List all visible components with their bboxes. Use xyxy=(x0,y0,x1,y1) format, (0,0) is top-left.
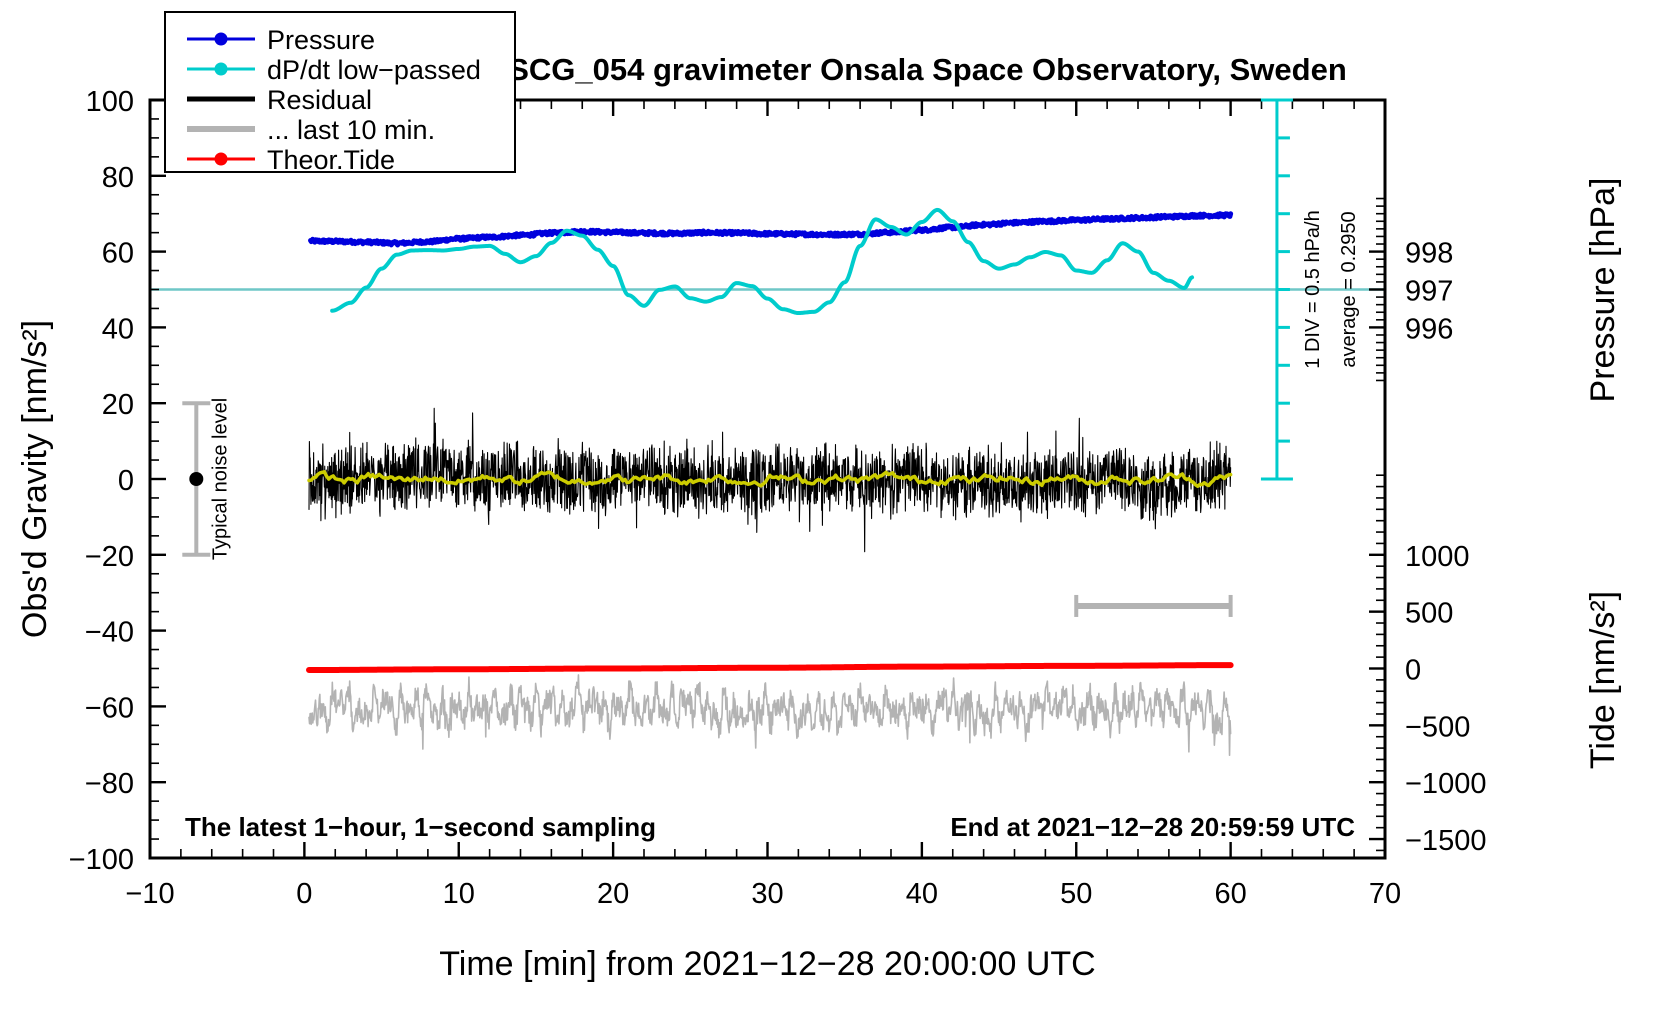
annotations-group: Typical noise level 1 DIV = 0.5 hPa/h aver… xyxy=(182,98,1360,560)
x-tick-label: 30 xyxy=(751,878,783,910)
x-tick-label: 0 xyxy=(296,878,312,910)
y-axis-label: Obs'd Gravity [nm/s²] xyxy=(16,320,54,638)
y-tick-label: −60 xyxy=(85,692,134,724)
legend-item[interactable]: Pressure xyxy=(187,25,375,55)
end-time-note: End at 2021−12−28 20:59:59 UTC xyxy=(950,812,1355,842)
y-tick-label: −20 xyxy=(85,541,134,573)
legend-item-label: dP/dt low−passed xyxy=(267,55,481,85)
pressure-axis-label: Pressure [hPa] xyxy=(1584,178,1622,403)
x-tick-label: 70 xyxy=(1369,878,1401,910)
y-tick-label: −80 xyxy=(85,768,134,800)
x-tick-label: 50 xyxy=(1060,878,1092,910)
x-tick-label: 40 xyxy=(906,878,938,910)
series-residual xyxy=(308,407,1232,553)
page-title: SCG_054 gravimeter Onsala Space Observat… xyxy=(508,52,1347,87)
y-tick-label: 100 xyxy=(86,86,134,118)
noise-level-label: Typical noise level xyxy=(209,398,231,560)
tide-tick-label: −500 xyxy=(1405,711,1470,743)
y-tick-label: 0 xyxy=(118,465,134,497)
legend-item[interactable]: dP/dt low−passed xyxy=(187,55,481,85)
x-axis-label: Time [min] from 2021−12−28 20:00:00 UTC xyxy=(439,945,1095,983)
tide-tick-label: 500 xyxy=(1405,598,1453,630)
tide-tick-label: −1000 xyxy=(1405,768,1486,800)
series-dp-dt-low-passed xyxy=(330,207,1195,315)
y-tick-label: 40 xyxy=(102,313,134,345)
y-tick-label: 60 xyxy=(102,238,134,270)
legend-item-label: ... last 10 min. xyxy=(267,115,435,145)
series-residual-low-passed xyxy=(307,470,1233,489)
legend-swatch-marker xyxy=(214,62,228,76)
y-tick-label: −100 xyxy=(69,844,134,876)
pressure-tick-label: 997 xyxy=(1405,276,1453,308)
legend-swatch-marker xyxy=(214,32,228,46)
legend-item-label: Theor.Tide xyxy=(267,145,395,175)
sampling-note: The latest 1−hour, 1−second sampling xyxy=(185,812,656,842)
axes-group: −10 0 10 20 30 40 50 60 70−100−80−60−40−20020406… xyxy=(69,86,1487,910)
dpdt-scale-label: 1 DIV = 0.5 hPa/h xyxy=(1302,210,1324,368)
pressure-tick-label: 996 xyxy=(1405,313,1453,345)
x-tick-label: 60 xyxy=(1214,878,1246,910)
x-tick-label: 10 xyxy=(443,878,475,910)
legend-item[interactable]: Theor.Tide xyxy=(187,145,395,175)
tide-axis-label: Tide [nm/s²] xyxy=(1584,591,1622,769)
series-tide-band-grey-trace xyxy=(308,674,1232,757)
tide-tick-label: 1000 xyxy=(1405,541,1470,573)
pressure-tick-label: 998 xyxy=(1405,238,1453,270)
legend-item-label: Pressure xyxy=(267,25,375,55)
dpdt-average-label: average = 0.2950 xyxy=(1338,211,1360,367)
series-theor-tide xyxy=(306,662,1234,674)
tide-tick-label: −1500 xyxy=(1405,825,1486,857)
x-tick-label: −10 xyxy=(125,878,174,910)
x-tick-label: 20 xyxy=(597,878,629,910)
legend-item[interactable]: Residual xyxy=(187,85,372,115)
legend-item-label: Residual xyxy=(267,85,372,115)
data-traces-group xyxy=(150,207,1385,757)
tide-tick-label: 0 xyxy=(1405,655,1421,687)
y-tick-label: 20 xyxy=(102,389,134,421)
noise-center-marker xyxy=(189,472,204,486)
legend-swatch-marker xyxy=(214,152,228,166)
legend-item[interactable]: ... last 10 min. xyxy=(187,115,435,145)
y-tick-label: 80 xyxy=(102,162,134,194)
series-pressure xyxy=(308,211,1234,248)
y-tick-label: −40 xyxy=(85,617,134,649)
